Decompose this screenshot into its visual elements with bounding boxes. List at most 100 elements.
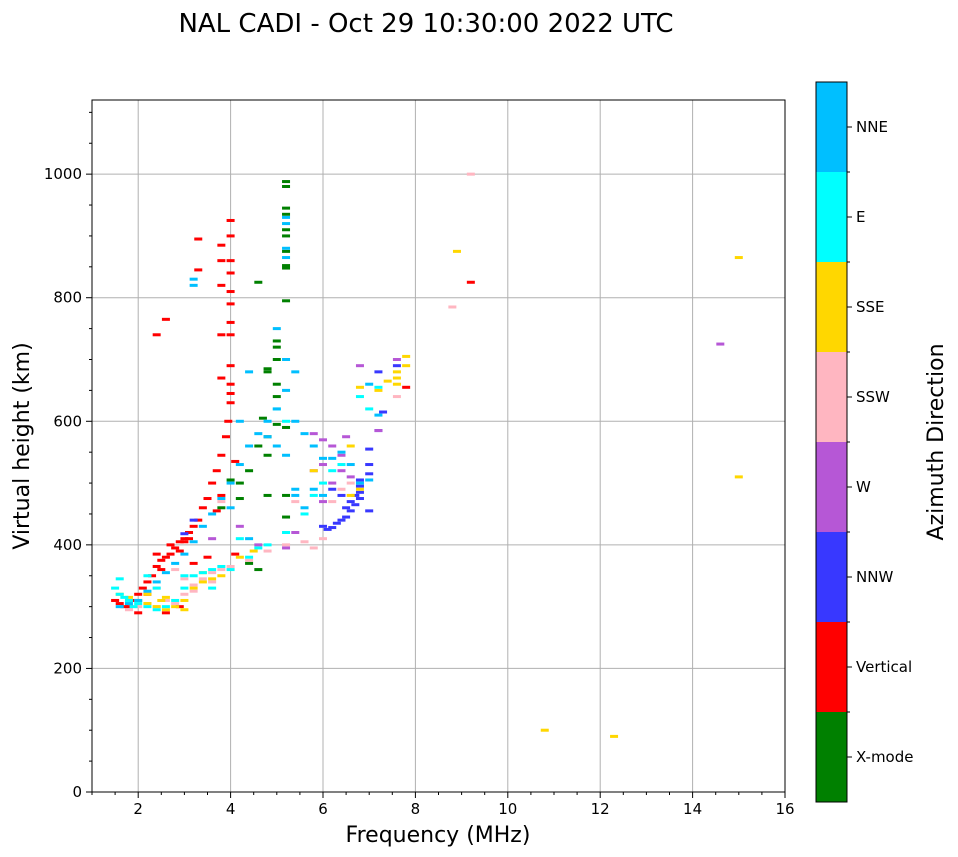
data-point xyxy=(249,549,258,553)
data-point xyxy=(180,592,189,596)
data-point xyxy=(282,419,291,423)
data-point xyxy=(282,453,291,457)
data-point xyxy=(282,266,291,270)
colorbar-segment xyxy=(816,712,847,802)
data-point xyxy=(402,354,411,358)
data-point xyxy=(134,602,143,606)
data-point xyxy=(323,527,332,531)
series-e xyxy=(111,385,383,612)
data-point xyxy=(161,555,170,559)
colorbar-tick-label: E xyxy=(856,208,865,226)
data-point xyxy=(124,598,133,602)
data-point xyxy=(129,605,138,609)
data-point xyxy=(374,370,383,374)
data-point xyxy=(208,481,217,485)
data-point xyxy=(175,540,184,544)
data-point xyxy=(231,552,240,556)
data-point xyxy=(342,435,351,439)
data-point xyxy=(374,385,383,389)
data-point xyxy=(540,728,549,732)
data-point xyxy=(346,481,355,485)
data-point xyxy=(365,478,374,482)
data-point xyxy=(291,500,300,504)
data-point xyxy=(180,537,189,541)
data-point xyxy=(115,605,124,609)
data-point xyxy=(217,243,226,247)
data-point xyxy=(282,212,291,216)
data-point xyxy=(319,481,327,485)
data-point xyxy=(212,509,221,513)
data-point xyxy=(208,577,217,581)
x-tick-label: 8 xyxy=(411,800,421,818)
colorbar-tick-label: NNW xyxy=(856,568,893,586)
data-point xyxy=(226,481,235,485)
data-point xyxy=(263,493,272,497)
data-point xyxy=(217,333,226,337)
data-point xyxy=(226,391,235,395)
data-point xyxy=(245,558,254,562)
data-point xyxy=(235,419,244,423)
data-point xyxy=(291,419,300,423)
data-point xyxy=(124,608,133,612)
data-point xyxy=(161,598,170,602)
data-point xyxy=(291,531,300,534)
colorbar-tick-label: X-mode xyxy=(856,748,913,766)
data-point xyxy=(161,611,170,615)
data-point xyxy=(282,234,291,238)
data-point xyxy=(235,524,244,528)
data-point xyxy=(355,484,364,488)
data-point xyxy=(171,568,180,572)
data-point xyxy=(166,552,175,556)
data-point xyxy=(189,277,198,281)
data-point xyxy=(355,487,364,491)
data-point xyxy=(282,215,291,219)
y-axis-label: Virtual height (km) xyxy=(10,342,35,549)
data-point xyxy=(272,422,281,426)
data-point xyxy=(263,435,272,439)
data-point xyxy=(282,264,291,268)
data-point xyxy=(152,586,161,590)
data-point xyxy=(152,580,161,584)
data-point xyxy=(355,481,364,485)
data-points xyxy=(111,172,743,738)
data-point xyxy=(263,543,272,547)
colorbar-tick-label: Vertical xyxy=(856,658,912,676)
data-point xyxy=(175,605,184,609)
data-point xyxy=(208,512,217,516)
data-point xyxy=(157,598,166,602)
data-point xyxy=(208,580,217,584)
data-point xyxy=(175,549,184,553)
data-point xyxy=(208,571,217,575)
data-point xyxy=(166,543,175,547)
data-point xyxy=(189,561,198,565)
colorbar-segment xyxy=(816,622,847,712)
data-point xyxy=(342,506,351,510)
y-tick-label: 600 xyxy=(53,412,82,430)
data-point xyxy=(194,518,203,522)
data-point xyxy=(448,305,457,309)
colorbar-tick-label: NNE xyxy=(856,118,888,136)
data-point xyxy=(734,256,743,260)
data-point xyxy=(217,564,226,568)
data-point xyxy=(235,555,244,559)
data-point xyxy=(171,598,180,602)
data-point xyxy=(300,506,309,510)
data-point xyxy=(282,425,291,429)
data-point xyxy=(263,367,272,371)
series-ssw xyxy=(124,172,475,612)
data-point xyxy=(245,561,254,565)
data-point xyxy=(272,345,281,349)
data-point xyxy=(226,401,235,405)
data-point xyxy=(374,429,383,433)
data-point xyxy=(355,364,364,368)
data-point xyxy=(231,459,240,463)
data-point xyxy=(226,234,235,238)
data-point xyxy=(282,256,291,260)
data-point xyxy=(337,487,346,491)
data-point xyxy=(180,608,189,612)
series-vertical xyxy=(111,218,475,615)
data-point xyxy=(392,382,401,386)
data-point xyxy=(157,568,166,572)
colorbar-segment xyxy=(816,442,847,532)
data-point xyxy=(309,493,318,497)
